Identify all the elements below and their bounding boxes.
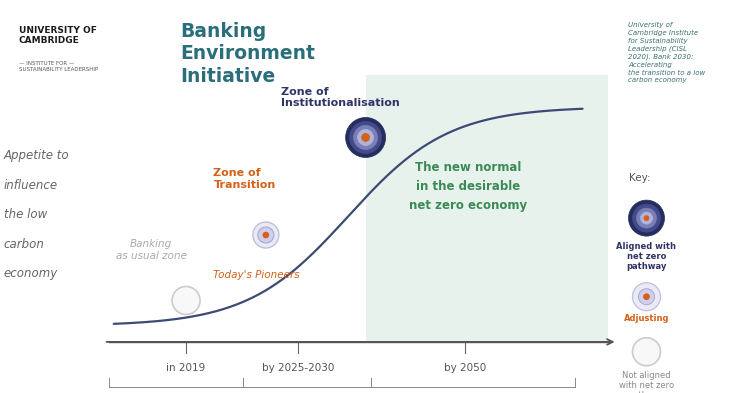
- Text: in 2019: in 2019: [166, 363, 206, 373]
- Text: — INSTITUTE FOR —
SUSTAINABILITY LEADERSHIP: — INSTITUTE FOR — SUSTAINABILITY LEADERS…: [19, 61, 98, 72]
- Text: The new normal
in the desirable
net zero economy: The new normal in the desirable net zero…: [409, 162, 527, 212]
- Text: UNIVERSITY OF
CAMBRIDGE: UNIVERSITY OF CAMBRIDGE: [19, 26, 97, 45]
- Text: economy: economy: [4, 267, 58, 280]
- Text: Key:: Key:: [628, 173, 650, 183]
- Text: by 2050: by 2050: [444, 363, 487, 373]
- Text: Aligned with
net zero
pathway: Aligned with net zero pathway: [616, 242, 676, 272]
- Text: the low: the low: [4, 208, 47, 221]
- Text: influence: influence: [4, 179, 58, 192]
- Text: Zone of
Transition: Zone of Transition: [214, 168, 276, 190]
- Text: Not aligned
with net zero
pathway: Not aligned with net zero pathway: [619, 371, 674, 393]
- Text: Zone of
Institutionalisation: Zone of Institutionalisation: [280, 86, 400, 108]
- Text: Today's Pioneers: Today's Pioneers: [212, 270, 299, 280]
- Text: by 2025-2030: by 2025-2030: [262, 363, 334, 373]
- Text: Banking
Environment
Initiative: Banking Environment Initiative: [180, 22, 315, 86]
- Text: University of
Cambridge Institute
for Sustainability
Leadership (CISL
2020). Ban: University of Cambridge Institute for Su…: [628, 22, 706, 83]
- Text: carbon: carbon: [4, 238, 45, 251]
- Bar: [365, 75, 608, 342]
- Text: Appetite to: Appetite to: [4, 149, 69, 162]
- Text: Adjusting: Adjusting: [624, 314, 669, 323]
- Text: Banking
as usual zone: Banking as usual zone: [116, 239, 187, 261]
